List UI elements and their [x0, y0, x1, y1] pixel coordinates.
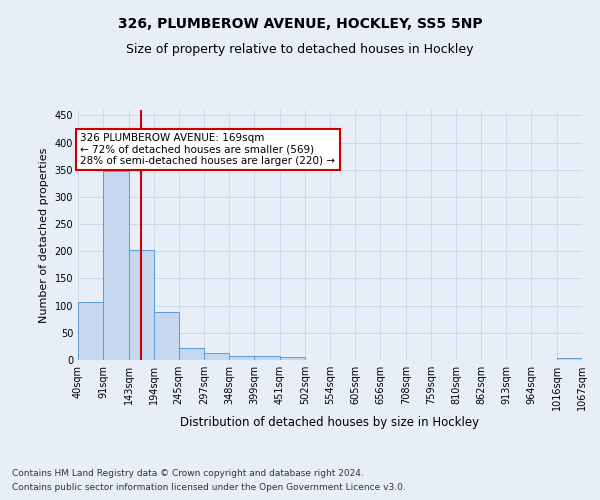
Bar — [280, 358, 305, 360]
Text: Contains public sector information licensed under the Open Government Licence v3: Contains public sector information licen… — [12, 484, 406, 492]
Bar — [229, 356, 254, 360]
X-axis label: Distribution of detached houses by size in Hockley: Distribution of detached houses by size … — [181, 416, 479, 429]
Text: Contains HM Land Registry data © Crown copyright and database right 2024.: Contains HM Land Registry data © Crown c… — [12, 468, 364, 477]
Bar — [179, 348, 204, 360]
Bar — [154, 312, 179, 360]
Bar — [103, 171, 128, 360]
Text: Size of property relative to detached houses in Hockley: Size of property relative to detached ho… — [126, 42, 474, 56]
Bar — [557, 358, 582, 360]
Bar — [128, 250, 154, 360]
Text: 326, PLUMBEROW AVENUE, HOCKLEY, SS5 5NP: 326, PLUMBEROW AVENUE, HOCKLEY, SS5 5NP — [118, 18, 482, 32]
Bar — [204, 353, 229, 360]
Text: 326 PLUMBEROW AVENUE: 169sqm
← 72% of detached houses are smaller (569)
28% of s: 326 PLUMBEROW AVENUE: 169sqm ← 72% of de… — [80, 133, 335, 166]
Bar — [78, 302, 103, 360]
Bar — [254, 356, 280, 360]
Y-axis label: Number of detached properties: Number of detached properties — [39, 148, 49, 322]
